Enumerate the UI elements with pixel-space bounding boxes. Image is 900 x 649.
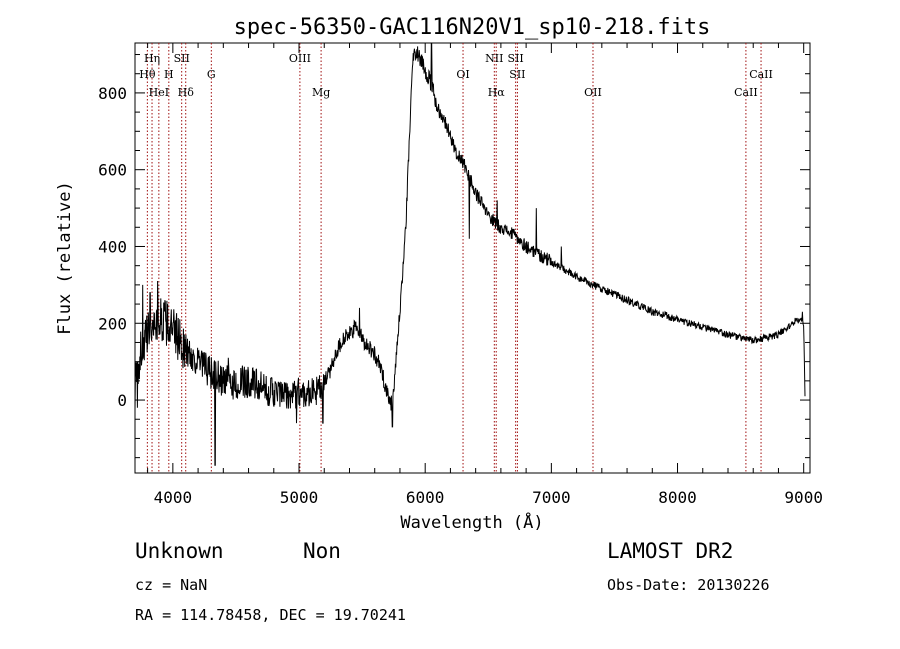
- x-tick-label: 4000: [154, 488, 193, 507]
- y-tick-label: 400: [98, 237, 127, 256]
- line-marker-label: G: [207, 68, 216, 81]
- x-axis-label: Wavelength (Å): [400, 511, 543, 533]
- survey-name: LAMOST DR2: [607, 539, 733, 563]
- line-marker-label: Hα: [488, 86, 506, 99]
- line-marker-label: Hη: [144, 52, 160, 65]
- line-marker-label: SII: [174, 52, 190, 65]
- line-marker-label: OIII: [289, 52, 311, 65]
- object-subclass: Non: [303, 539, 341, 563]
- y-tick-label: 0: [117, 391, 127, 410]
- line-marker-label: OII: [584, 86, 602, 99]
- line-marker-label: SII: [508, 52, 524, 65]
- line-marker-label: HeI: [149, 86, 169, 99]
- line-marker-label: CaII: [749, 68, 773, 81]
- line-marker-label: Mg: [312, 86, 330, 99]
- spectrum-line: [134, 42, 806, 466]
- line-marker-label: NII: [485, 52, 503, 65]
- y-tick-label: 800: [98, 84, 127, 103]
- x-tick-label: 7000: [532, 488, 571, 507]
- axis-ticks: 4000 5000 6000 7000 8000 9000 0 200 400 600 800: [98, 43, 823, 507]
- y-tick-label: 600: [98, 161, 127, 180]
- x-tick-label: 9000: [784, 488, 823, 507]
- plot-area: 4000 5000 6000 7000 8000 9000 0 200 400 600 800 Hη…: [98, 42, 823, 507]
- line-marker-label: CaII: [734, 86, 758, 99]
- chart-title: spec-56350-GAC116N20V1_sp10-218.fits: [234, 15, 711, 40]
- line-marker-label: OI: [456, 68, 469, 81]
- object-class: Unknown: [135, 539, 224, 563]
- line-marker-label: H: [164, 68, 174, 81]
- line-marker-label: SII: [509, 68, 525, 81]
- line-markers: [146, 43, 762, 473]
- line-marker-label: Hθ: [139, 68, 156, 81]
- plot-frame: [134, 42, 811, 474]
- x-tick-label: 6000: [406, 488, 445, 507]
- y-axis-label: Flux (relative): [55, 181, 75, 335]
- obs-date-text: Obs-Date: 20130226: [607, 576, 770, 594]
- x-tick-label: 8000: [658, 488, 697, 507]
- y-tick-label: 200: [98, 314, 127, 333]
- line-marker-label: Hδ: [178, 86, 195, 99]
- coordinates-text: RA = 114.78458, DEC = 19.70241: [135, 606, 406, 624]
- x-tick-label: 5000: [280, 488, 319, 507]
- redshift-text: cz = NaN: [135, 576, 207, 594]
